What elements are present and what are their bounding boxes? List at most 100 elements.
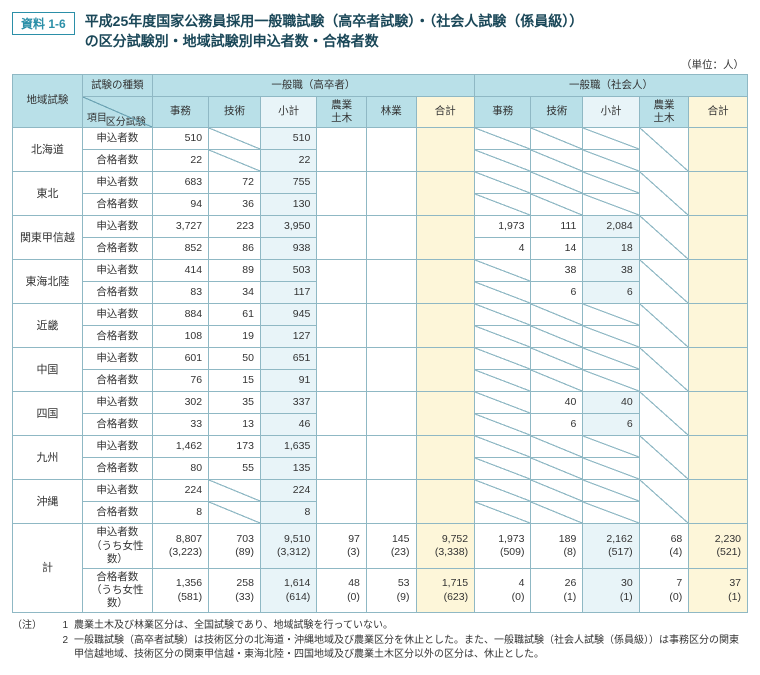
cell	[317, 260, 367, 304]
cell	[583, 128, 639, 150]
cell	[583, 326, 639, 348]
cell: 38	[583, 260, 639, 282]
cell	[475, 326, 531, 348]
item-app: 申込者数	[82, 304, 152, 326]
cell	[583, 458, 639, 480]
cell	[366, 304, 416, 348]
cell: 1,973	[475, 216, 531, 238]
cell: 7(0)	[639, 568, 689, 612]
hdr-gijutsu2: 技術	[531, 97, 583, 128]
cell	[366, 260, 416, 304]
cell	[317, 172, 367, 216]
cell	[531, 348, 583, 370]
cell: 91	[260, 370, 316, 392]
cell: 224	[152, 480, 208, 502]
cell: 503	[260, 260, 316, 282]
cell: 8,807(3,223)	[152, 524, 208, 568]
cell: 86	[209, 238, 261, 260]
hdr-jimu2: 事務	[475, 97, 531, 128]
cell	[531, 172, 583, 194]
cell	[416, 436, 475, 480]
item-app: 申込者数	[82, 128, 152, 150]
cell: 755	[260, 172, 316, 194]
cell: 3,727	[152, 216, 208, 238]
cell: 8	[152, 502, 208, 524]
cell	[317, 304, 367, 348]
cell: 111	[531, 216, 583, 238]
item-app: 申込者数	[82, 480, 152, 502]
item-pass: 合格者数	[82, 238, 152, 260]
cell: 145(23)	[366, 524, 416, 568]
cell	[689, 216, 748, 260]
cell	[583, 194, 639, 216]
cell	[689, 260, 748, 304]
cell	[317, 436, 367, 480]
cell	[475, 502, 531, 524]
cell: 14	[531, 238, 583, 260]
cell: 34	[209, 282, 261, 304]
cell: 26(1)	[531, 568, 583, 612]
cell	[416, 392, 475, 436]
item-pass: 合格者数	[82, 458, 152, 480]
region-中国: 中国	[13, 348, 83, 392]
cell	[689, 172, 748, 216]
item-pass: 合格者数	[82, 502, 152, 524]
cell: 3,950	[260, 216, 316, 238]
cell	[639, 480, 689, 524]
data-table: 地域試験 試験の種類 一般職（高卒者） 一般職（社会人） 区分試験 項目 事務 …	[12, 74, 748, 613]
cell: 1,356(581)	[152, 568, 208, 612]
cell	[475, 348, 531, 370]
cell	[366, 436, 416, 480]
cell: 40	[531, 392, 583, 414]
figure-header: 資料 1-6 平成25年度国家公務員採用一般職試験（高卒者試験）・（社会人試験（…	[12, 12, 748, 51]
cell: 302	[152, 392, 208, 414]
cell	[639, 172, 689, 216]
cell	[416, 260, 475, 304]
cell	[531, 326, 583, 348]
cell	[475, 304, 531, 326]
title-line2: の区分試験別・地域試験別申込者数・合格者数	[85, 33, 379, 49]
cell: 224	[260, 480, 316, 502]
cell	[639, 348, 689, 392]
cell	[639, 260, 689, 304]
note-num-2: 2	[58, 634, 74, 663]
cell: 130	[260, 194, 316, 216]
cell: 40	[583, 392, 639, 414]
table-body: 北海道申込者数510510合格者数2222東北申込者数68372755合格者数9…	[13, 128, 748, 613]
cell: 94	[152, 194, 208, 216]
cell: 35	[209, 392, 261, 414]
region-北海道: 北海道	[13, 128, 83, 172]
cell	[583, 150, 639, 172]
region-沖縄: 沖縄	[13, 480, 83, 524]
cell	[475, 172, 531, 194]
region-東海北陸: 東海北陸	[13, 260, 83, 304]
cell: 55	[209, 458, 261, 480]
cell	[416, 348, 475, 392]
hdr-nogyo2: 農業土木	[639, 97, 689, 128]
cell: 651	[260, 348, 316, 370]
note-label: （注）	[12, 619, 58, 634]
item-app: 申込者数	[82, 172, 152, 194]
cell: 50	[209, 348, 261, 370]
cell	[531, 480, 583, 502]
cell: 189(8)	[531, 524, 583, 568]
item-pass: 合格者数	[82, 414, 152, 436]
cell: 414	[152, 260, 208, 282]
item-pass-total: 合格者数（うち女性数）	[82, 568, 152, 612]
cell: 53(9)	[366, 568, 416, 612]
item-pass: 合格者数	[82, 194, 152, 216]
cell	[583, 348, 639, 370]
cell	[583, 172, 639, 194]
item-app: 申込者数	[82, 216, 152, 238]
cell	[689, 392, 748, 436]
cell: 852	[152, 238, 208, 260]
cell	[366, 172, 416, 216]
item-app: 申込者数	[82, 436, 152, 458]
cell: 22	[152, 150, 208, 172]
hdr-region: 地域試験	[13, 75, 83, 128]
cell: 337	[260, 392, 316, 414]
cell: 884	[152, 304, 208, 326]
figure-title: 平成25年度国家公務員採用一般職試験（高卒者試験）・（社会人試験（係員級）） の…	[85, 12, 584, 51]
item-app: 申込者数	[82, 348, 152, 370]
cell	[366, 480, 416, 524]
